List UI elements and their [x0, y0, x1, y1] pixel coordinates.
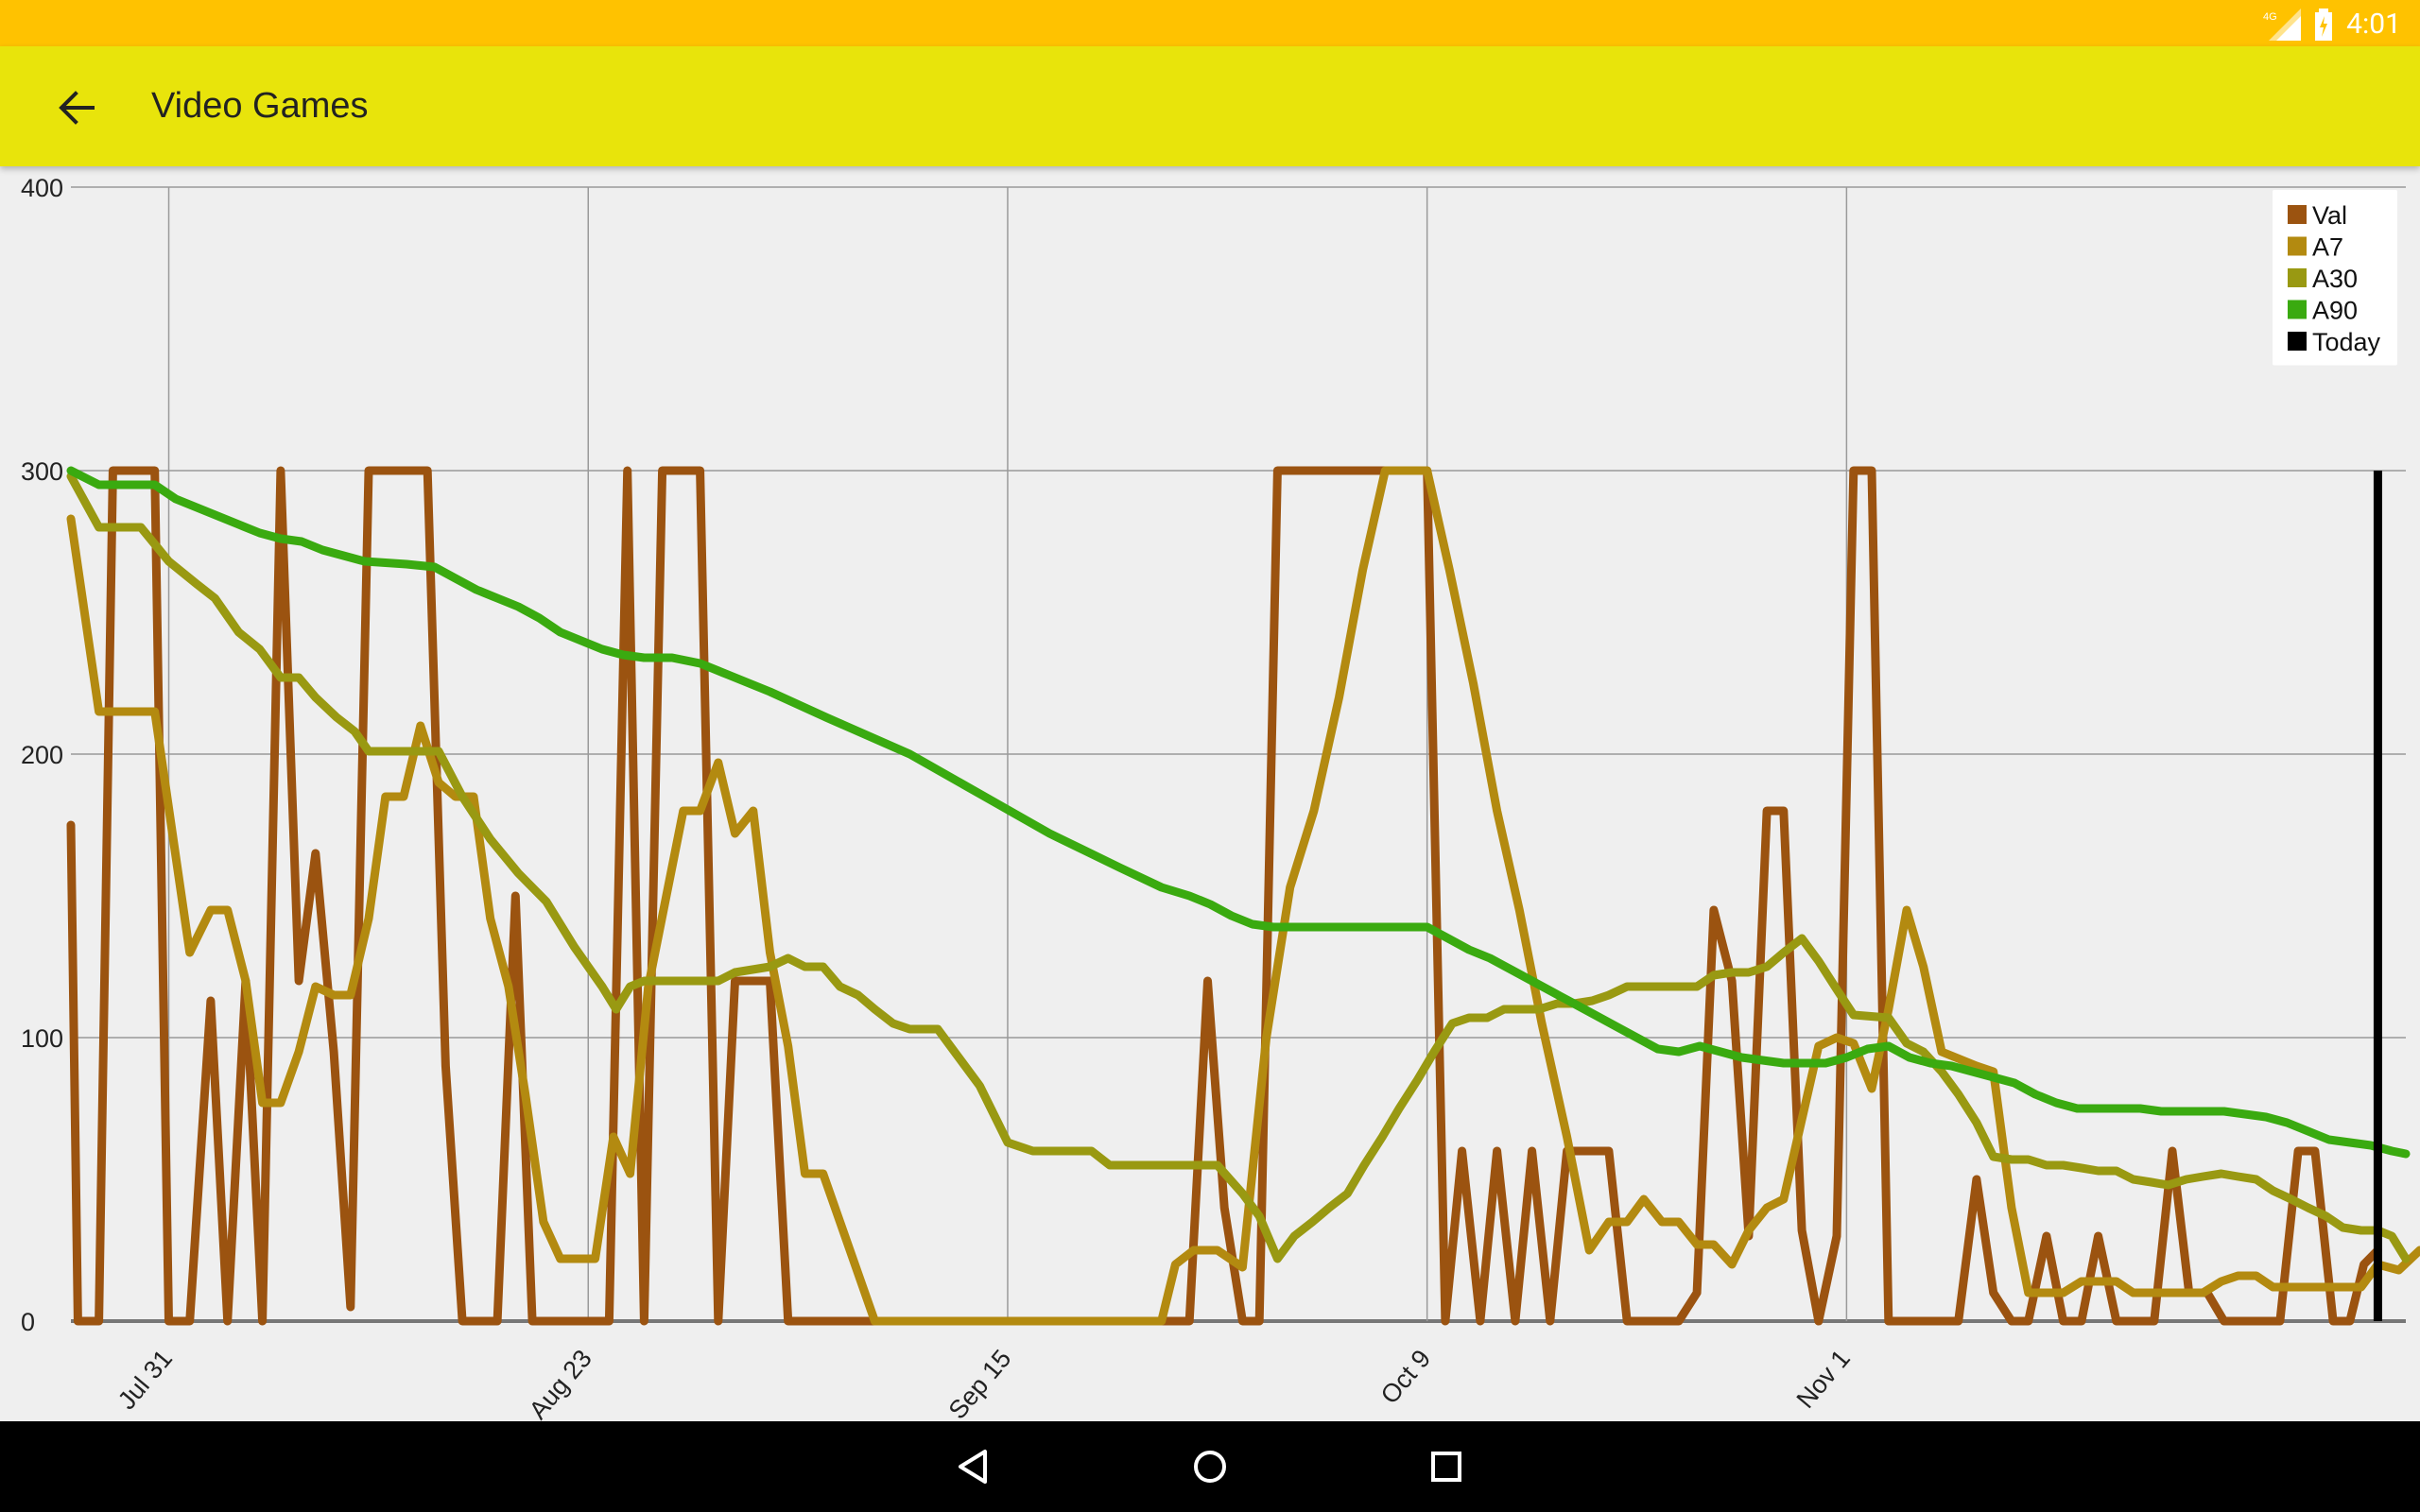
x-tick-label: Jul 31	[112, 1345, 178, 1415]
x-tick-label: Oct 9	[1375, 1345, 1436, 1410]
x-tick-label: Nov 1	[1791, 1345, 1856, 1414]
legend-label: Val	[2312, 201, 2347, 230]
legend-swatch	[2288, 300, 2307, 319]
y-tick-label: 100	[21, 1024, 63, 1053]
series-line-a30	[66, 472, 2411, 1263]
back-button[interactable]	[36, 73, 115, 143]
square-recents-icon	[1431, 1452, 1461, 1482]
y-tick-label: 300	[21, 457, 63, 486]
nav-recents-button[interactable]	[1409, 1429, 1484, 1504]
legend-box	[2273, 190, 2397, 366]
status-bar: 4G 4:01	[0, 0, 2420, 46]
legend-swatch	[2288, 236, 2307, 256]
navigation-bar	[0, 1421, 2420, 1512]
nav-back-button[interactable]	[936, 1429, 1011, 1504]
status-time: 4:01	[2346, 8, 2401, 41]
circle-home-icon	[1194, 1451, 1226, 1483]
arrow-back-icon	[59, 91, 95, 125]
legend-label: A90	[2312, 297, 2358, 325]
series-line-a7	[66, 466, 2420, 1326]
nav-home-button[interactable]	[1172, 1429, 1248, 1504]
triangle-back-icon	[959, 1450, 987, 1484]
legend-swatch	[2288, 205, 2307, 224]
status-icons: 4G 4:01	[2263, 8, 2401, 41]
battery-icon	[2315, 8, 2333, 41]
legend-label: Today	[2312, 328, 2381, 356]
y-tick-label: 200	[21, 741, 63, 769]
app-bar: Video Games	[0, 46, 2420, 166]
x-tick-label: Sep 15	[943, 1345, 1017, 1421]
page-title: Video Games	[151, 86, 369, 126]
chart-legend: Val A7 A30 A90 Today	[2273, 190, 2397, 366]
svg-text:4G: 4G	[2263, 11, 2277, 23]
series-line-a90	[66, 466, 2411, 1159]
legend-label: A30	[2312, 265, 2358, 293]
y-tick-label: 0	[21, 1308, 35, 1336]
line-chart: 0 100 200 300 400 Jul 31 Aug 23 Sep 15 Oct 9 Nov …	[21, 174, 2420, 1424]
signal-icon: 4G	[2263, 8, 2302, 41]
chart-area: 0 100 200 300 400 Jul 31 Aug 23 Sep 15 Oct 9 Nov …	[0, 166, 2420, 1424]
legend-label: A7	[2312, 233, 2343, 262]
series-line-val	[66, 466, 2382, 1326]
y-tick-label: 400	[21, 174, 63, 202]
x-tick-label: Aug 23	[524, 1345, 597, 1421]
chart-series	[66, 466, 2420, 1326]
legend-swatch	[2288, 332, 2307, 351]
legend-swatch	[2288, 268, 2307, 287]
